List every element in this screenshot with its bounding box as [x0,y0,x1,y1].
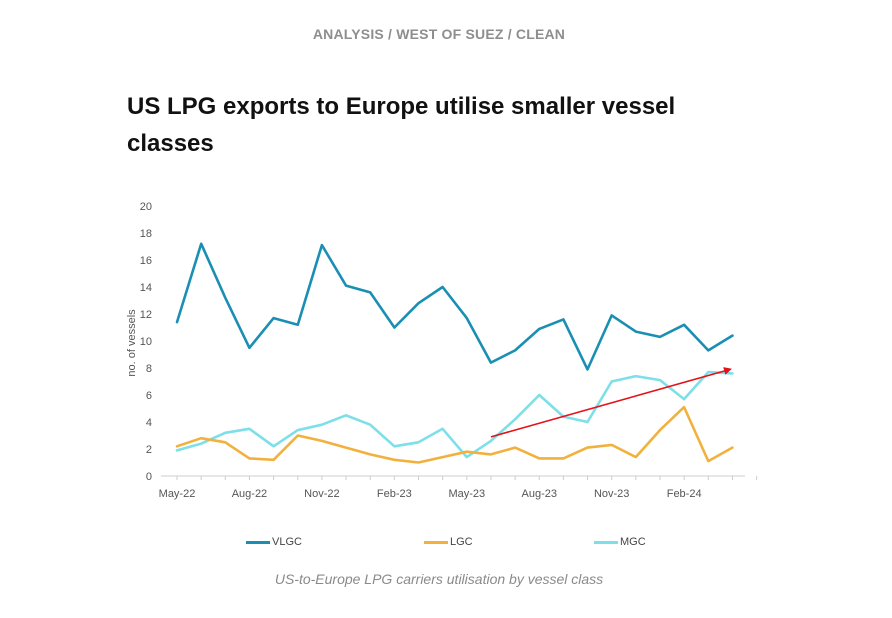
x-tick-label: May-23 [448,488,485,500]
legend-swatch-lgc [424,540,448,544]
y-tick-label: 2 [146,444,152,456]
y-tick-label: 18 [140,228,152,240]
y-tick-label: 6 [146,390,152,402]
y-tick-label: 16 [140,255,152,267]
y-tick-label: 10 [140,336,152,348]
legend-item-lgc[interactable]: LGC [424,536,473,548]
y-tick-label: 4 [146,417,152,429]
x-tick-label: May-22 [159,488,196,500]
section-kicker: ANALYSIS / WEST OF SUEZ / CLEAN [312,26,566,42]
y-tick-label: 0 [146,471,152,483]
y-axis-label: no. of vessels [126,309,138,377]
legend-label-lgc: LGC [450,536,473,548]
x-tick-label: Nov-22 [304,488,339,500]
series-line-lgc [175,405,734,464]
annotation-layer [490,367,732,438]
series-line-vlgc [175,242,734,371]
legend-label-mgc: MGC [620,536,646,548]
x-tick-label: Feb-24 [667,488,702,500]
x-tick-label: Aug-23 [522,488,557,500]
trend-arrow [490,367,732,438]
y-tick-label: 20 [140,201,152,213]
x-tick-label: Nov-23 [594,488,629,500]
chart-caption: US-to-Europe LPG carriers utilisation by… [274,571,604,587]
legend-item-vlgc[interactable]: VLGC [246,536,302,548]
y-tick-label: 8 [146,363,152,375]
series-layer [175,242,734,464]
legend-item-mgc[interactable]: MGC [594,536,646,548]
legend-swatch-vlgc [246,540,270,544]
x-axis: May-22 Aug-22 Nov-22 Feb-23 May-23 Aug-23 Nov-… [159,475,758,500]
page-title: US LPG exports to Europe utilise smaller… [127,93,676,157]
x-tick-label: Feb-23 [377,488,412,500]
x-tick-label: Aug-22 [232,488,267,500]
y-tick-label: 14 [140,282,152,294]
series-line-mgc [175,370,734,459]
y-tick-label: 12 [140,309,152,321]
legend-swatch-mgc [594,540,618,544]
legend-label-vlgc: VLGC [272,536,302,548]
y-axis: 0 2 4 6 8 10 12 14 16 18 20 [140,201,152,483]
